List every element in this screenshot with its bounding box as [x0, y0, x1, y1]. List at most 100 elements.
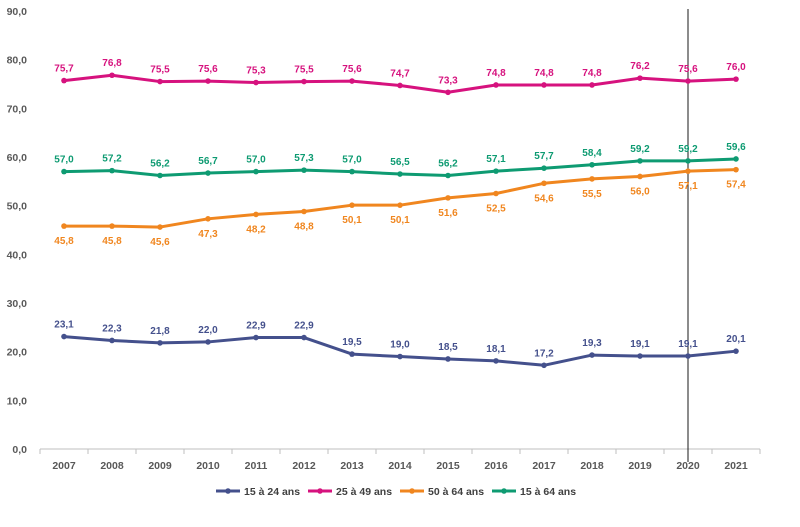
- data-point: [301, 167, 307, 173]
- x-tick-label: 2010: [196, 460, 220, 472]
- data-label: 56,2: [150, 158, 170, 169]
- y-tick-label: 20,0: [7, 347, 28, 359]
- data-label: 59,2: [678, 144, 698, 155]
- data-point: [349, 168, 355, 175]
- data-label: 21,8: [150, 326, 170, 337]
- legend-item: 15 à 64 ans: [492, 486, 576, 498]
- data-point: [733, 348, 739, 354]
- data-point: [397, 171, 403, 177]
- y-tick-label: 70,0: [7, 103, 28, 115]
- data-label: 57,1: [486, 154, 506, 165]
- data-point: [637, 75, 643, 81]
- x-tick-label: 2015: [436, 460, 460, 472]
- data-label: 76,0: [726, 62, 746, 73]
- data-point: [733, 156, 739, 162]
- data-label: 58,4: [582, 148, 602, 159]
- data-point: [733, 76, 739, 82]
- legend-item: 15 à 24 ans: [216, 486, 300, 498]
- y-tick-label: 90,0: [7, 6, 28, 18]
- data-point: [349, 202, 355, 208]
- data-point: [253, 334, 259, 341]
- legend: 15 à 24 ans 25 à 49 ans 50 à 64 ans 15 à 64…: [216, 486, 576, 498]
- data-point: [541, 180, 547, 187]
- data-label: 75,6: [678, 64, 698, 75]
- x-tick-label: 2008: [100, 460, 124, 472]
- data-point: [253, 211, 259, 218]
- data-label: 75,5: [150, 65, 170, 76]
- series-layer: [61, 72, 739, 369]
- data-point: [493, 190, 499, 197]
- legend-label: 15 à 24 ans: [244, 486, 300, 498]
- data-label: 17,2: [534, 348, 554, 359]
- data-label: 22,0: [198, 325, 218, 336]
- data-label: 45,8: [54, 236, 74, 247]
- data-point: [637, 158, 643, 164]
- data-point: [589, 352, 595, 358]
- data-label: 47,3: [198, 229, 218, 240]
- data-point: [349, 351, 355, 357]
- data-point: [301, 78, 307, 85]
- data-label: 22,3: [102, 323, 122, 334]
- data-point: [253, 79, 259, 86]
- data-label: 45,8: [102, 236, 122, 247]
- data-point: [205, 339, 211, 345]
- series-1: [61, 333, 739, 369]
- data-label: 19,3: [582, 338, 602, 349]
- x-tick-label: 2007: [52, 460, 76, 472]
- data-label: 57,0: [246, 155, 266, 166]
- series-3: [61, 166, 739, 230]
- data-label: 56,2: [438, 158, 458, 169]
- data-label: 22,9: [294, 321, 314, 332]
- y-tick-label: 0,0: [12, 444, 27, 456]
- data-label: 56,0: [630, 186, 650, 197]
- x-tick-label: 2021: [724, 460, 748, 472]
- data-label: 75,5: [294, 65, 314, 76]
- data-label: 74,8: [486, 68, 506, 79]
- data-label: 22,9: [246, 321, 266, 332]
- data-label: 18,1: [486, 344, 506, 355]
- x-tick-label: 2019: [628, 460, 652, 472]
- legend-label: 15 à 64 ans: [520, 486, 576, 498]
- legend-item: 25 à 49 ans: [308, 486, 392, 498]
- data-point: [685, 158, 691, 164]
- x-tick-label: 2017: [532, 460, 556, 472]
- data-label: 18,5: [438, 342, 458, 353]
- data-point: [349, 78, 355, 84]
- data-label: 51,6: [438, 208, 458, 219]
- data-label: 23,1: [54, 320, 74, 331]
- data-point: [589, 176, 595, 182]
- data-point: [397, 82, 403, 89]
- data-label: 74,8: [534, 68, 554, 79]
- data-label: 45,6: [150, 237, 170, 248]
- legend-item: 50 à 64 ans: [400, 486, 484, 498]
- data-label: 75,7: [54, 64, 74, 75]
- x-tick-label: 2016: [484, 460, 508, 472]
- y-tick-label: 30,0: [7, 298, 28, 310]
- x-tick-label: 2020: [676, 460, 700, 472]
- x-tick-label: 2013: [340, 460, 364, 472]
- data-point: [205, 78, 211, 84]
- data-label: 48,2: [246, 224, 266, 235]
- y-tick-label: 40,0: [7, 249, 28, 261]
- legend-marker: [317, 488, 323, 494]
- data-label: 50,1: [390, 215, 410, 226]
- data-point: [301, 208, 307, 215]
- data-point: [589, 82, 595, 88]
- data-label: 56,5: [390, 157, 410, 168]
- data-point: [61, 168, 67, 175]
- data-point: [61, 77, 67, 84]
- legend-marker: [501, 488, 507, 494]
- data-point: [61, 333, 67, 340]
- data-point: [397, 202, 403, 208]
- data-point: [205, 216, 211, 222]
- data-point: [445, 356, 451, 362]
- data-point: [157, 78, 163, 85]
- data-label: 57,0: [54, 155, 74, 166]
- data-point: [109, 167, 115, 174]
- y-tick-label: 60,0: [7, 152, 28, 164]
- data-point: [157, 340, 163, 346]
- data-label: 59,2: [630, 144, 650, 155]
- legend-marker: [225, 488, 231, 494]
- data-label: 19,1: [678, 339, 698, 350]
